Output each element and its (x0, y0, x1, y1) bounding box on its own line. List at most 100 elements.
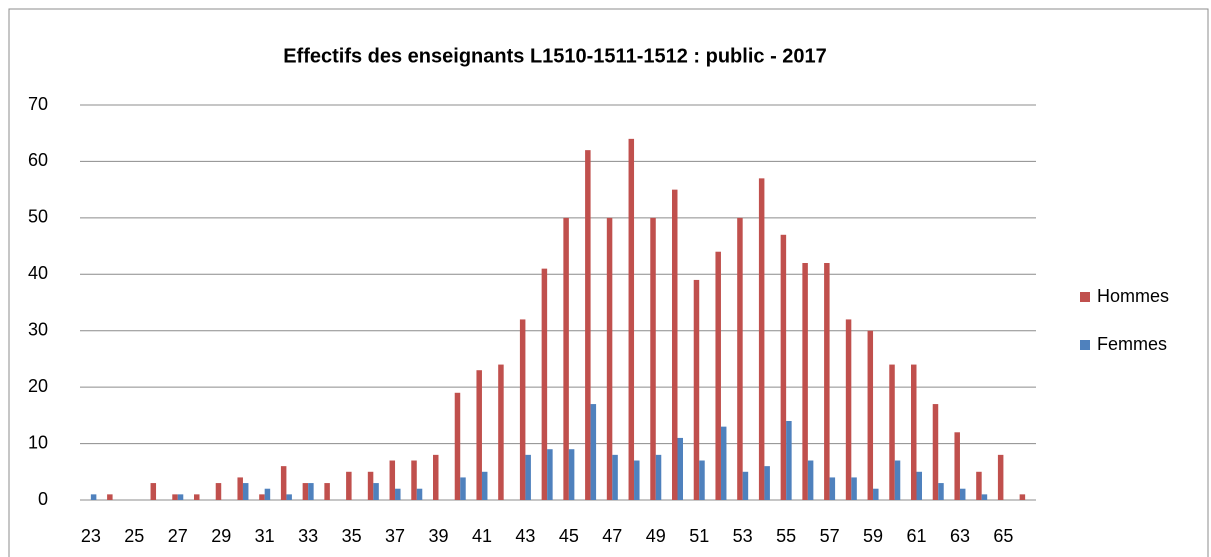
bar (237, 477, 243, 500)
x-tick-label: 33 (298, 526, 318, 546)
bar (215, 483, 222, 500)
bar (786, 421, 792, 500)
x-tick-label: 25 (124, 526, 144, 546)
bar (416, 488, 423, 500)
bar (302, 483, 309, 500)
bar (367, 471, 374, 500)
bar (308, 483, 314, 500)
x-tick-label: 41 (472, 526, 492, 546)
x-tick-label: 51 (689, 526, 709, 546)
x-tick-label: 65 (993, 526, 1013, 546)
x-tick-label: 57 (820, 526, 840, 546)
y-tick-label: 60 (28, 150, 48, 170)
bar (242, 483, 249, 500)
bar (824, 263, 830, 500)
x-tick-label: 43 (515, 526, 535, 546)
bar (1019, 494, 1026, 500)
bar (634, 460, 640, 500)
x-tick-label: 27 (168, 526, 188, 546)
bar (172, 494, 178, 500)
y-tick-label: 70 (28, 94, 48, 114)
bar (286, 494, 292, 500)
x-tick-label: 59 (863, 526, 883, 546)
bar (911, 364, 917, 500)
bar (693, 279, 700, 500)
bar (606, 217, 613, 500)
bar (433, 454, 439, 500)
y-tick-label: 0 (38, 489, 48, 509)
bar (807, 460, 814, 500)
bar (519, 319, 526, 500)
bar (264, 488, 271, 500)
x-tick-label: 35 (342, 526, 362, 546)
bar (655, 454, 662, 500)
bar (563, 217, 569, 500)
x-tick-label: 55 (776, 526, 796, 546)
bar (758, 178, 765, 500)
x-tick-label: 53 (733, 526, 753, 546)
bar (829, 477, 836, 500)
chart-title: Effectifs des enseignants L1510-1511-151… (283, 45, 827, 67)
bar (389, 460, 396, 500)
bar (867, 330, 874, 500)
bar (938, 483, 944, 500)
y-tick-label: 40 (28, 263, 48, 283)
bar (720, 426, 727, 500)
bar (90, 494, 97, 500)
x-tick-label: 39 (428, 526, 448, 546)
bar (742, 471, 749, 500)
bar (547, 449, 553, 500)
bar (324, 483, 330, 500)
y-tick-label: 20 (28, 376, 48, 396)
y-tick-label: 10 (28, 432, 48, 452)
bar (932, 404, 939, 500)
bar (628, 138, 635, 500)
bar (177, 494, 184, 500)
x-tick-label: 47 (602, 526, 622, 546)
x-tick-label: 29 (211, 526, 231, 546)
bar (894, 460, 901, 500)
bar (373, 483, 379, 500)
y-tick-label: 30 (28, 319, 48, 339)
bar (612, 454, 618, 500)
bar (764, 466, 770, 500)
bar (525, 454, 531, 500)
x-tick-label: 49 (646, 526, 666, 546)
x-tick-label: 31 (255, 526, 275, 546)
bar (568, 449, 575, 500)
bar (460, 477, 466, 500)
bar (498, 364, 504, 500)
legend-swatch (1080, 340, 1090, 350)
bar (107, 494, 113, 500)
legend-swatch (1080, 292, 1090, 302)
x-tick-label: 61 (906, 526, 926, 546)
bar (802, 263, 808, 500)
bar (259, 494, 265, 500)
bar (650, 217, 656, 500)
bar (194, 494, 200, 500)
bar (976, 471, 982, 500)
bar (780, 234, 787, 501)
bar (699, 460, 705, 500)
bar (476, 370, 482, 500)
bar (873, 488, 879, 500)
bar (411, 460, 417, 500)
bar (585, 150, 591, 500)
bar (916, 471, 922, 500)
bar (672, 189, 678, 500)
x-tick-label: 63 (950, 526, 970, 546)
bar (889, 364, 895, 500)
bar (845, 319, 852, 500)
bar (590, 404, 597, 500)
bar (346, 471, 352, 500)
legend-label: Hommes (1097, 286, 1169, 306)
bar (395, 488, 401, 500)
bar (481, 471, 488, 500)
bar (715, 251, 721, 500)
bar (737, 217, 743, 500)
legend-label: Femmes (1097, 334, 1167, 354)
x-tick-label: 23 (81, 526, 101, 546)
bar (150, 483, 157, 500)
bar (997, 454, 1004, 500)
